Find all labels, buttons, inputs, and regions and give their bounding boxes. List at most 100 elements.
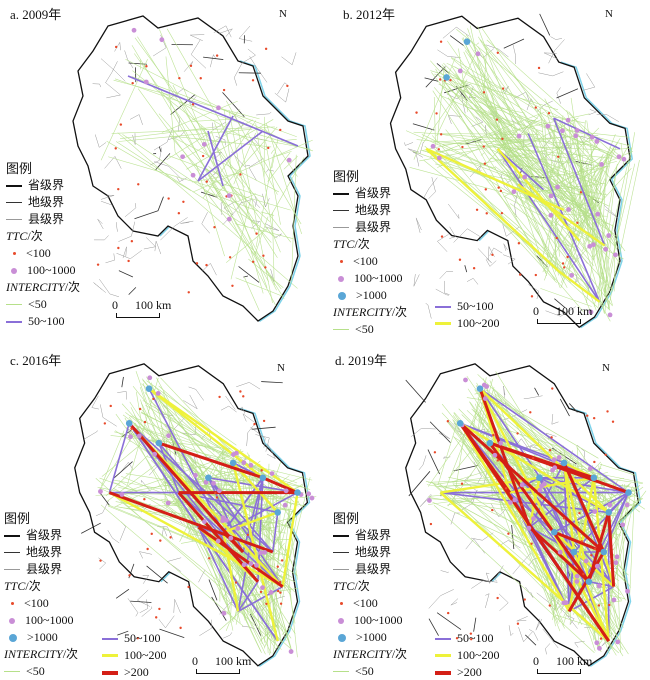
county-boundary bbox=[255, 434, 270, 452]
county-boundary bbox=[114, 41, 121, 52]
ic-lt50-swatch bbox=[4, 671, 20, 672]
link-lt50 bbox=[433, 505, 595, 653]
ttc-point-small bbox=[449, 78, 452, 82]
north-label: N bbox=[605, 8, 613, 20]
county-boundary bbox=[215, 135, 226, 146]
county-boundary bbox=[404, 142, 414, 146]
county-boundary bbox=[173, 599, 181, 614]
link-lt50 bbox=[115, 413, 129, 432]
county-boundary bbox=[160, 217, 188, 241]
ttc-point-mid bbox=[603, 246, 609, 252]
ttc-point-mid bbox=[180, 154, 186, 160]
scale-line bbox=[537, 669, 581, 674]
ttc-point-mid bbox=[128, 434, 133, 440]
ttc-point-small bbox=[218, 395, 221, 399]
ttc-point-mid bbox=[248, 462, 254, 468]
link-lt50 bbox=[405, 130, 589, 212]
ttc-point-small bbox=[501, 137, 504, 141]
ttc-point-small bbox=[599, 637, 603, 640]
link-50-100 bbox=[242, 477, 264, 553]
prefecture-boundary bbox=[117, 630, 129, 636]
ttc-point-big bbox=[625, 489, 632, 496]
county-boundary bbox=[190, 39, 207, 69]
ttc-point-mid bbox=[569, 272, 575, 278]
link-lt50 bbox=[115, 141, 248, 228]
link-100-200 bbox=[222, 511, 279, 534]
ttc-point-small bbox=[99, 559, 102, 562]
ttc-point-small bbox=[593, 547, 597, 551]
ttc-point-big bbox=[536, 474, 543, 482]
county-boundary bbox=[435, 288, 449, 296]
ttc-point-mid bbox=[596, 583, 602, 589]
county-boundary bbox=[447, 115, 462, 125]
link-lt50 bbox=[150, 460, 264, 569]
county-boundary bbox=[231, 151, 251, 167]
ttc-point-mid bbox=[155, 391, 161, 396]
county-boundary bbox=[136, 589, 150, 607]
legend-ttc-label: TTC bbox=[333, 579, 355, 593]
link-lt50 bbox=[170, 135, 221, 195]
link-lt50 bbox=[464, 50, 621, 265]
ttc-point-big bbox=[259, 474, 267, 482]
county-boundary bbox=[588, 109, 597, 116]
county-boundary bbox=[100, 404, 117, 427]
county-boundary bbox=[256, 111, 272, 116]
legend-title: 图例 bbox=[6, 161, 33, 176]
legend-2016: 图例 省级界 地级界 县级界 TTC/次 <100 100~1000 >1000… bbox=[4, 510, 78, 680]
ttc-point-small bbox=[499, 189, 503, 193]
county-boundary bbox=[460, 86, 466, 114]
ttc-point-small bbox=[580, 540, 583, 543]
ttc-point-big bbox=[274, 509, 282, 516]
link-lt50 bbox=[540, 288, 592, 307]
ttc-point-small bbox=[234, 581, 238, 584]
legend-intercity-label: INTERCITY bbox=[4, 647, 63, 661]
ttc-point-small bbox=[491, 508, 494, 512]
link-lt50 bbox=[483, 48, 487, 95]
county-boundary bbox=[485, 259, 497, 267]
ttc-point-small bbox=[566, 255, 569, 259]
link-50-100 bbox=[588, 580, 614, 588]
ttc-point-mid bbox=[226, 193, 232, 199]
county-boundary bbox=[489, 247, 503, 256]
link-gt200 bbox=[458, 422, 511, 494]
legend-2012: 图例 省级界 地级界 县级界 TTC/次 <100 100~1000 >1000… bbox=[333, 168, 407, 338]
scale-line bbox=[116, 313, 160, 318]
ttc-point-small bbox=[500, 211, 504, 215]
county-boundary bbox=[525, 444, 549, 450]
ttc-point-small bbox=[501, 87, 505, 90]
link-lt50 bbox=[454, 484, 515, 525]
link-lt50 bbox=[442, 81, 619, 160]
link-lt50 bbox=[125, 59, 297, 148]
county-boundary bbox=[93, 282, 106, 293]
ttc-point-mid bbox=[574, 573, 580, 579]
prefecture-boundary bbox=[115, 588, 130, 599]
ttc-point-small bbox=[438, 78, 442, 81]
ttc-point-small bbox=[435, 112, 438, 115]
link-lt50 bbox=[462, 89, 517, 128]
ttc-point-mid bbox=[594, 139, 600, 144]
scale-line bbox=[537, 319, 581, 324]
county-boundary bbox=[528, 284, 540, 300]
prefecture-boundary bbox=[408, 471, 431, 497]
link-lt50 bbox=[200, 126, 291, 243]
prefecture-boundary bbox=[473, 617, 477, 632]
legend-intercity-label: INTERCITY bbox=[333, 305, 392, 319]
ttc-point-small bbox=[143, 498, 146, 501]
province-line-swatch bbox=[6, 184, 22, 187]
ttc-point-small bbox=[265, 602, 268, 606]
ttc-point-mid bbox=[228, 535, 234, 541]
ttc-point-mid bbox=[136, 433, 142, 439]
county-boundary bbox=[529, 629, 539, 641]
prefecture-boundary bbox=[81, 522, 101, 534]
county-boundary bbox=[274, 233, 282, 239]
ttc-point-mid bbox=[592, 509, 598, 514]
ttc-point-small bbox=[534, 106, 537, 109]
legend-ttc-100-1000: 100~1000 bbox=[25, 613, 74, 627]
link-50-100 bbox=[552, 117, 606, 246]
prefecture-boundary bbox=[134, 210, 159, 220]
county-boundary bbox=[453, 228, 482, 243]
link-50-100 bbox=[197, 526, 239, 612]
ttc-point-small bbox=[137, 183, 140, 186]
ttc-point-small bbox=[262, 419, 266, 423]
ttc-point-small bbox=[563, 266, 566, 269]
